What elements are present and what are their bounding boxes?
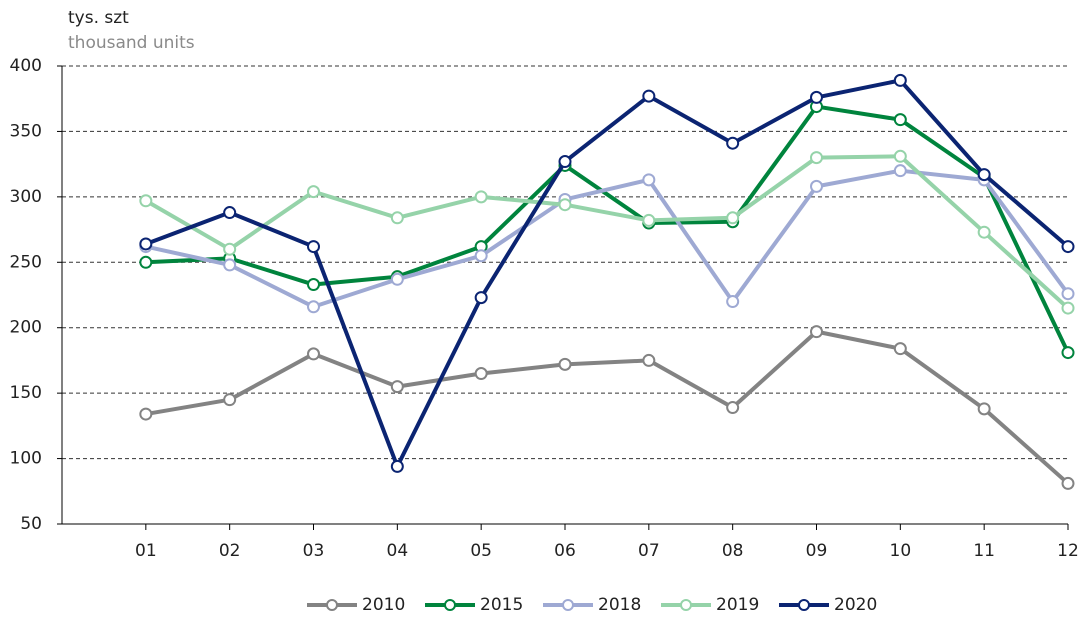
y-tick-label: 350 [10, 121, 42, 141]
legend-label: 2018 [598, 595, 641, 615]
x-tick-label: 01 [135, 541, 157, 561]
point [726, 295, 740, 309]
point [139, 255, 153, 269]
point [642, 213, 656, 227]
point [893, 113, 907, 127]
point [390, 459, 404, 473]
x-tick-label: 12 [1057, 541, 1079, 561]
point [977, 168, 991, 182]
series-line [145, 78, 1070, 469]
point [474, 190, 488, 204]
y-tick-label: 300 [10, 187, 42, 207]
point [642, 353, 656, 367]
x-tick-label: 04 [387, 541, 409, 561]
point [642, 89, 656, 103]
x-tick-label: 06 [554, 541, 576, 561]
point [558, 198, 572, 212]
point [810, 325, 823, 339]
point [307, 347, 320, 361]
chart-subtitle: thousand units [68, 33, 195, 53]
point [390, 380, 404, 394]
point [893, 164, 907, 178]
legend-marker [798, 599, 810, 611]
chart-title: tys. szt [68, 8, 129, 28]
x-tick-label: 05 [470, 541, 492, 561]
x-tick-label: 02 [219, 541, 241, 561]
x-tick-label: 09 [806, 541, 828, 561]
point [474, 291, 488, 305]
point [223, 206, 237, 220]
series-line [144, 154, 1070, 310]
legend-label: 2019 [716, 595, 759, 615]
point [558, 155, 572, 169]
point [307, 278, 320, 292]
point [307, 240, 320, 254]
point [307, 300, 320, 314]
point [1061, 301, 1075, 315]
legend-marker [680, 599, 692, 611]
point [726, 401, 740, 415]
legend-label: 2020 [834, 595, 877, 615]
point [810, 179, 823, 193]
y-tick-label: 250 [10, 252, 42, 272]
point [810, 151, 823, 165]
point [1061, 287, 1075, 301]
y-tick-label: 100 [10, 449, 42, 469]
legend-marker [562, 599, 574, 611]
point [307, 185, 320, 199]
y-tick-label: 50 [20, 514, 42, 534]
point [390, 211, 404, 225]
x-tick-label: 08 [722, 541, 744, 561]
series-line [145, 168, 1070, 309]
point [139, 237, 153, 251]
point [1061, 240, 1075, 254]
y-tick-label: 400 [10, 56, 42, 76]
point [1061, 476, 1075, 490]
series-line [145, 104, 1070, 354]
y-tick-label: 200 [10, 318, 42, 338]
point [977, 402, 991, 416]
series-line [145, 329, 1070, 485]
x-tick-label: 03 [303, 541, 325, 561]
legend-label: 2010 [362, 595, 405, 615]
point [139, 407, 153, 421]
point [893, 73, 907, 87]
point [223, 258, 237, 272]
point [726, 211, 740, 225]
point [1061, 346, 1075, 360]
x-tick-label: 10 [890, 541, 912, 561]
y-tick-label: 150 [10, 383, 42, 403]
point [726, 136, 740, 150]
point [977, 225, 991, 239]
point [474, 249, 488, 263]
point [893, 342, 907, 356]
point [642, 173, 656, 187]
x-tick-label: 07 [638, 541, 660, 561]
point [558, 357, 572, 371]
legend-label: 2015 [480, 595, 523, 615]
point [474, 367, 488, 381]
point [893, 149, 907, 163]
point [139, 194, 153, 208]
legend-marker [444, 599, 456, 611]
point [810, 90, 823, 104]
point [390, 272, 404, 286]
x-tick-label: 11 [973, 541, 995, 561]
point [223, 393, 237, 407]
legend-marker [326, 599, 338, 611]
point [223, 242, 237, 256]
